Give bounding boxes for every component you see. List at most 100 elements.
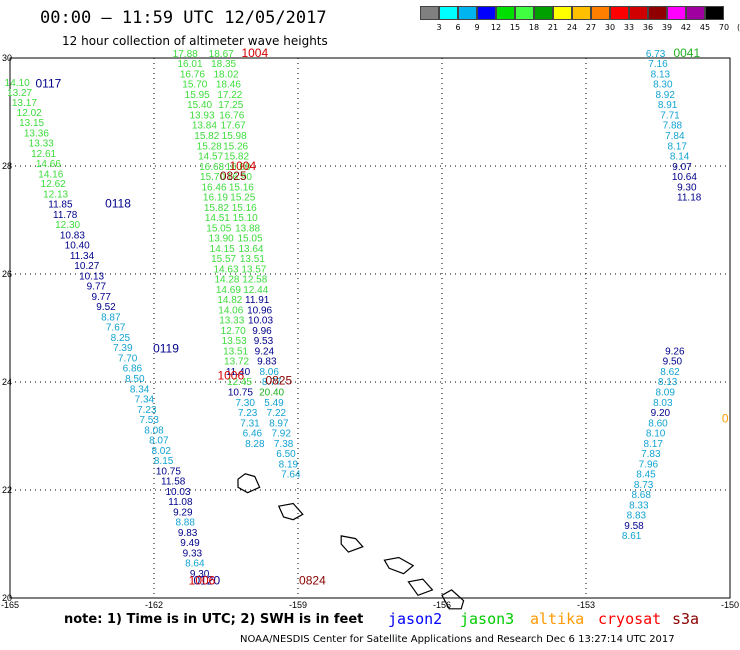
wave-height-label: 11.34: [70, 251, 95, 262]
wave-height-label: 8.13: [651, 69, 671, 80]
legend-item-cryosat: cryosat: [598, 610, 662, 628]
colorbar-label: 6: [455, 23, 461, 32]
colorbar-swatch: [686, 6, 705, 20]
wave-height-label: 13.17: [12, 98, 37, 109]
wave-height-label: 11.18: [677, 193, 702, 204]
colorbar-swatch: [553, 6, 572, 20]
wave-height-label: 14.63: [213, 264, 238, 275]
island-outline: [340, 535, 364, 553]
wave-height-label: 10.03: [248, 316, 273, 327]
colorbar-swatch: [705, 6, 724, 20]
colorbar-label: 3: [436, 23, 442, 32]
colorbar-swatch: [648, 6, 667, 20]
colorbar-label: 9: [474, 23, 480, 32]
colorbar-label: 42: [680, 23, 692, 32]
wave-height-label: 15.82: [194, 131, 219, 142]
wave-height-label: 8.87: [101, 312, 121, 323]
wave-height-label: 7.70: [118, 353, 138, 364]
island-outline: [441, 589, 465, 610]
wave-height-label: 8.97: [269, 418, 289, 429]
wave-height-label: 8.60: [648, 418, 668, 429]
wave-height-label: 14.66: [36, 159, 61, 170]
colorbar-swatch: [534, 6, 553, 20]
wave-height-label: 9.29: [173, 507, 193, 518]
wave-height-label: 16.88: [225, 162, 250, 173]
pass-time-label: 1004: [241, 46, 268, 60]
wave-height-label: 8.17: [667, 141, 687, 152]
wave-height-label: 9.24: [255, 346, 275, 357]
wave-height-label: 13.93: [189, 110, 214, 121]
colorbar-label: 30: [604, 23, 616, 32]
wave-height-label: 8.09: [655, 388, 675, 399]
wave-height-label: 13.84: [192, 121, 217, 132]
legend-item-s3a: s3a: [672, 610, 700, 628]
wave-height-label: 7.31: [240, 418, 260, 429]
wave-height-label: 10.13: [79, 271, 104, 282]
colorbar-label: 33: [623, 23, 635, 32]
wave-height-label: 9.58: [624, 521, 644, 532]
wave-height-label: 13.15: [19, 118, 44, 129]
wave-height-label: 7.23: [238, 408, 258, 419]
units-note: note: 1) Time is in UTC; 2) SWH is in fe…: [64, 612, 364, 627]
wave-height-label: 15.95: [185, 90, 210, 101]
wave-height-label: 12.62: [41, 179, 66, 190]
wave-height-label: 15.82: [224, 152, 249, 163]
wave-height-label: 9.26: [665, 346, 685, 357]
colorbar-label: (ft): [736, 23, 740, 32]
wave-height-label: 9.77: [91, 292, 111, 303]
pass-time-label: 0: [722, 412, 729, 426]
wave-height-label: 7.53: [139, 415, 159, 426]
wave-height-label: 15.70: [182, 80, 207, 91]
wave-height-label: 10.96: [247, 305, 272, 316]
wave-height-label: 7.96: [639, 459, 659, 470]
wave-height-label: 13.36: [24, 128, 49, 139]
wave-height-label: 14.06: [218, 305, 243, 316]
colorbar-swatch: [572, 6, 591, 20]
wave-height-label: 6.50: [276, 449, 296, 460]
wave-height-label: 10.64: [672, 172, 697, 183]
wave-height-label: 9.20: [651, 408, 671, 419]
wave-height-label: 8.61: [622, 531, 642, 542]
pass-time-label: 0117: [35, 77, 61, 91]
page-title: 00:00 – 11:59 UTC 12/05/2017: [40, 8, 327, 28]
wave-height-label: 12.61: [31, 149, 56, 160]
wave-height-label: 12.70: [221, 326, 246, 337]
island-outline: [407, 578, 434, 597]
wave-height-label: 15.25: [230, 193, 255, 204]
y-tick-label: 20: [2, 593, 12, 603]
wave-height-label: 7.34: [135, 395, 155, 406]
wave-height-label: 12.45: [227, 377, 252, 388]
island-outline: [277, 502, 304, 521]
wave-height-label: 13.57: [241, 264, 266, 275]
wave-height-label: 17.67: [221, 121, 246, 132]
wave-height-label: 7.39: [113, 343, 133, 354]
wave-height-label: 13.51: [240, 254, 265, 265]
wave-height-label: 15.82: [204, 203, 229, 214]
wave-height-label: 10.40: [65, 241, 90, 252]
wave-height-label: 10.83: [60, 230, 85, 241]
colorbar-swatch: [458, 6, 477, 20]
wave-height-label: 13.72: [224, 357, 249, 368]
wave-height-label: 17.88: [173, 49, 198, 60]
wave-height-label: 15.26: [223, 141, 248, 152]
wave-height-label: 12.44: [243, 285, 268, 296]
wave-height-label: 13.33: [29, 139, 54, 150]
wave-height-label: 7.71: [660, 110, 680, 121]
wave-height-label: 14.51: [205, 213, 230, 224]
wave-height-label: 15.98: [222, 131, 247, 142]
wave-height-label: 15.16: [232, 203, 257, 214]
colorbar-swatch: [477, 6, 496, 20]
wave-height-label: 15.05: [206, 223, 231, 234]
colorbar-label: 36: [642, 23, 654, 32]
wave-height-label: 8.03: [653, 398, 673, 409]
pass-time-label: 0825: [265, 374, 292, 388]
colorbar-label: 27: [585, 23, 597, 32]
wave-height-label: 15.57: [211, 254, 236, 265]
wave-height-label: 8.64: [185, 559, 205, 570]
wave-height-label: 18.35: [211, 59, 236, 70]
wave-height-label: 9.33: [183, 548, 203, 559]
wave-height-label: 9.83: [257, 357, 277, 368]
wave-height-label: 8.25: [111, 333, 131, 344]
wave-height-label: 8.17: [643, 439, 663, 450]
